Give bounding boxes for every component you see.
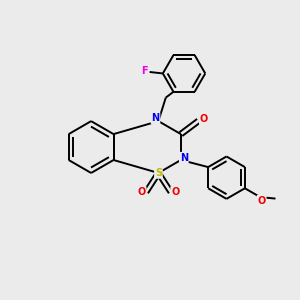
Text: O: O: [200, 114, 208, 124]
Text: N: N: [152, 113, 160, 123]
Text: O: O: [257, 196, 266, 206]
Text: N: N: [180, 153, 188, 163]
Text: O: O: [171, 187, 179, 197]
Text: S: S: [155, 168, 162, 178]
Text: F: F: [141, 65, 148, 76]
Text: O: O: [137, 187, 146, 197]
